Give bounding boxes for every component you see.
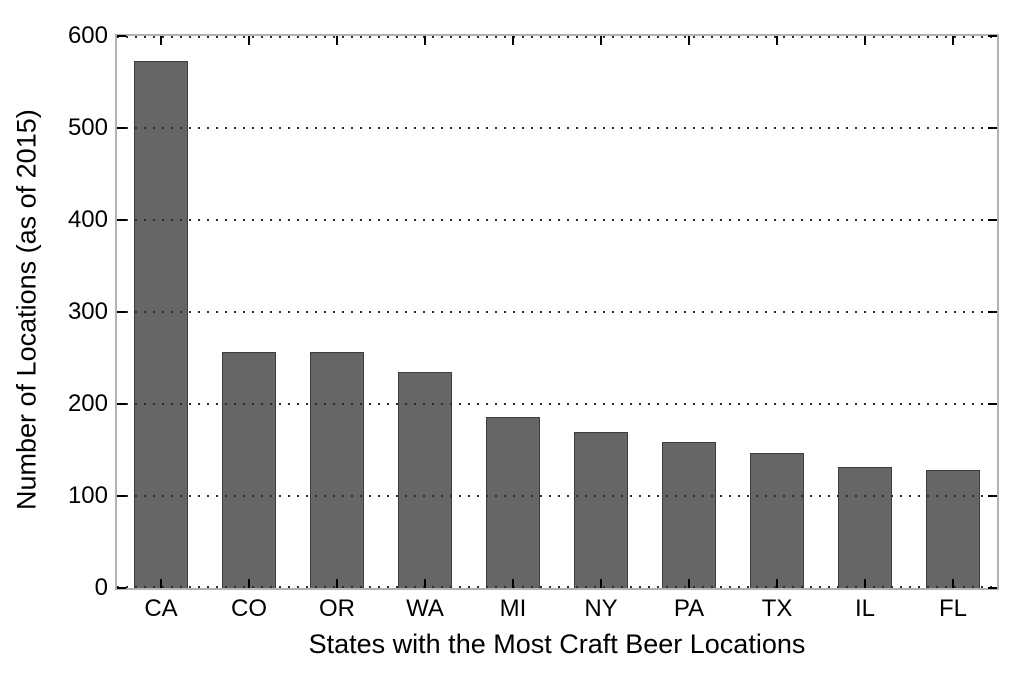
x-tick-bottom-tx (776, 579, 778, 588)
bar-wa (398, 371, 452, 588)
x-tick-top-fl (952, 36, 954, 45)
y-tick-right-500 (988, 127, 997, 129)
gridline-600 (117, 36, 997, 38)
x-tick-bottom-pa (688, 579, 690, 588)
x-tick-bottom-fl (952, 579, 954, 588)
y-tick-right-600 (988, 35, 997, 37)
y-tick-label-400: 400 (67, 206, 108, 233)
x-tick-bottom-or (336, 579, 338, 588)
x-tick-bottom-mi (512, 579, 514, 588)
x-tick-top-ny (600, 36, 602, 45)
x-tick-label-pa: PA (673, 595, 705, 622)
x-tick-top-or (336, 36, 338, 45)
x-tick-top-tx (776, 36, 778, 45)
bar-or (310, 352, 364, 588)
x-tick-top-wa (424, 36, 426, 45)
x-tick-top-mi (512, 36, 514, 45)
y-tick-right-400 (988, 219, 997, 221)
y-tick-left-600 (117, 35, 126, 37)
x-tick-top-il (864, 36, 866, 45)
y-tick-label-200: 200 (67, 390, 108, 417)
y-tick-left-500 (117, 127, 126, 129)
x-tick-label-fl: FL (938, 595, 967, 622)
gridline-300 (117, 311, 997, 313)
bar-pa (662, 441, 716, 588)
gridline-100 (117, 495, 997, 497)
gridline-200 (117, 403, 997, 405)
gridline-500 (117, 127, 997, 129)
x-axis-title: States with the Most Craft Beer Location… (308, 629, 806, 659)
y-tick-right-300 (988, 311, 997, 313)
x-tick-top-co (248, 36, 250, 45)
y-tick-label-300: 300 (67, 298, 108, 325)
bar-ny (574, 431, 628, 588)
bar-co (222, 351, 276, 588)
x-tick-label-co: CO (231, 595, 267, 622)
x-tick-bottom-il (864, 579, 866, 588)
y-tick-label-600: 600 (67, 22, 108, 49)
y-tick-label-500: 500 (67, 114, 108, 141)
x-tick-label-ny: NY (584, 595, 618, 622)
x-tick-label-mi: MI (499, 595, 527, 622)
y-tick-right-0 (988, 587, 997, 589)
x-tick-top-ca (160, 36, 162, 45)
x-tick-label-ca: CA (144, 595, 178, 622)
y-tick-right-200 (988, 403, 997, 405)
y-tick-label-0: 0 (94, 574, 108, 601)
x-tick-label-or: OR (319, 595, 355, 622)
bar-ca (134, 60, 188, 588)
y-tick-right-100 (988, 495, 997, 497)
y-tick-left-300 (117, 311, 126, 313)
bar-il (838, 467, 892, 588)
y-tick-left-200 (117, 403, 126, 405)
bar-tx (750, 452, 804, 588)
y-tick-left-400 (117, 219, 126, 221)
y-tick-left-100 (117, 495, 126, 497)
gridline-400 (117, 219, 997, 221)
x-tick-bottom-ca (160, 579, 162, 588)
x-tick-label-tx: TX (761, 595, 793, 622)
x-tick-label-il: IL (854, 595, 875, 622)
x-tick-top-pa (688, 36, 690, 45)
x-tick-bottom-ny (600, 579, 602, 588)
plot-area (115, 34, 999, 590)
gridline-0 (117, 586, 997, 588)
bar-mi (486, 416, 540, 588)
x-tick-bottom-wa (424, 579, 426, 588)
bar-fl (926, 470, 980, 588)
x-tick-bottom-co (248, 579, 250, 588)
x-tick-label-wa: WA (406, 595, 444, 622)
y-tick-left-0 (117, 587, 126, 589)
y-tick-label-100: 100 (67, 482, 108, 509)
